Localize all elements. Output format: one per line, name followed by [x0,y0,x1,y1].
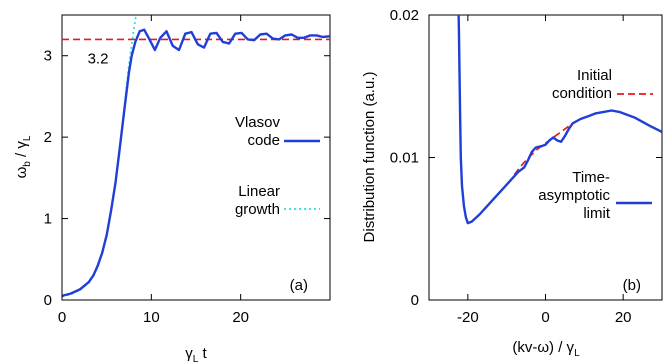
panel-b-xlabel: (kv-ω) / γL [512,339,580,359]
panel-b-ylabel: Distribution function (a.u.) [361,72,378,243]
series-line [62,28,330,298]
panel-a-xticks: 0 10 20 [58,15,249,326]
panel-b-yticks: 0 0.01 0.02 [390,7,662,309]
panel-b-label: (b) [623,277,641,294]
legend-entry-label: Linear growth [235,183,280,218]
reference-line-label: 3.2 [88,50,109,67]
y-tick-label: 0 [411,292,419,309]
panel-b-frame [428,14,663,301]
panel-a-series [62,15,330,298]
legend-entry-label: Vlasov code [235,114,281,149]
panel-a-frame [61,14,331,301]
x-tick-label: 20 [232,309,249,326]
y-tick-label: 3 [44,48,52,65]
panel-a-label: (a) [290,277,308,294]
x-tick-label: 20 [615,309,632,326]
x-tick-label: 0 [541,309,549,326]
series-line [457,15,662,225]
y-tick-label: 2 [44,129,52,146]
x-tick-label: -20 [457,309,479,326]
panel-a-yticks: 0 1 2 3 [44,48,330,309]
panel-b: -20 0 20 0 0.01 0.02 Initial condition Time-as… [361,7,663,359]
panel-b-xticks: -20 0 20 [457,15,632,326]
panel-b-series [457,15,662,225]
panel-b-legend: Initial condition Time-asymptotic limit [538,67,653,222]
legend-entry-label: Initial condition [552,67,612,102]
y-tick-label: 0 [44,292,52,309]
panel-a-xlabel: γL t [185,345,207,364]
legend-entry-label: Time-asymptotic limit [538,169,611,222]
panel-a-legend: Vlasov code Linear growth [235,114,320,218]
panel-a: 0 10 20 0 1 2 3 Vlasov code Linear growth (a) 3.… [13,14,331,364]
y-tick-label: 0.01 [390,150,419,167]
panel-a-ylabel: ωb / γL [13,135,33,178]
y-tick-label: 0.02 [390,7,419,24]
y-tick-label: 1 [44,211,52,228]
x-tick-label: 0 [58,309,66,326]
x-tick-label: 10 [143,309,160,326]
